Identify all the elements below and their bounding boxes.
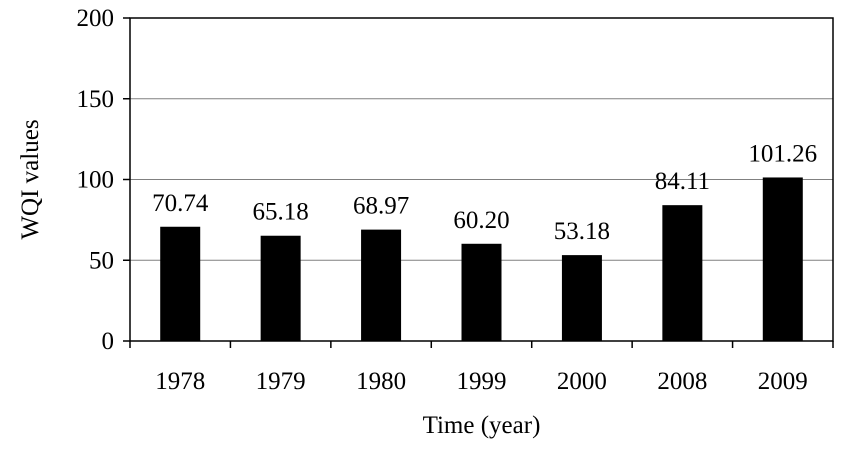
- y-tick-label-0: 0: [102, 328, 115, 355]
- data-label-2009: 101.26: [748, 140, 817, 167]
- y-axis-ticks: 0 50 100 150 200: [77, 5, 130, 355]
- data-label-1979: 65.18: [253, 199, 309, 226]
- bar-1999: [461, 243, 502, 341]
- y-tick-label-100: 100: [77, 167, 115, 194]
- data-label-2008: 84.11: [655, 168, 710, 195]
- bar-1978: [160, 226, 201, 341]
- x-tick-label-2009: 2009: [758, 368, 808, 395]
- bar-1979: [260, 235, 301, 341]
- x-axis-ticks: 1978 1979 1980 1999 2000 2008 2009: [129, 341, 834, 395]
- bars: [160, 177, 803, 341]
- bar-1980: [361, 229, 402, 341]
- x-tick-label-2008: 2008: [657, 368, 707, 395]
- y-axis-title: WQI values: [17, 119, 44, 239]
- data-label-1980: 68.97: [353, 193, 409, 220]
- bar-2008: [662, 205, 703, 341]
- bar-2000: [561, 255, 602, 341]
- y-tick-label-150: 150: [77, 86, 115, 113]
- gridlines: [130, 98, 833, 261]
- x-tick-label-1979: 1979: [256, 368, 306, 395]
- data-label-1999: 60.20: [453, 207, 509, 234]
- data-label-2000: 53.18: [554, 218, 610, 245]
- y-tick-label-50: 50: [89, 247, 114, 274]
- x-tick-label-1978: 1978: [155, 368, 205, 395]
- x-tick-label-2000: 2000: [557, 368, 607, 395]
- x-axis-title: Time (year): [423, 412, 541, 439]
- y-tick-label-200: 200: [77, 5, 115, 32]
- data-label-1978: 70.74: [152, 190, 209, 217]
- x-tick-label-1980: 1980: [356, 368, 406, 395]
- data-labels: 70.74 65.18 68.97 60.20 53.18 84.11 101.26: [152, 140, 817, 245]
- x-tick-label-1999: 1999: [457, 368, 507, 395]
- bar-2009: [762, 177, 803, 341]
